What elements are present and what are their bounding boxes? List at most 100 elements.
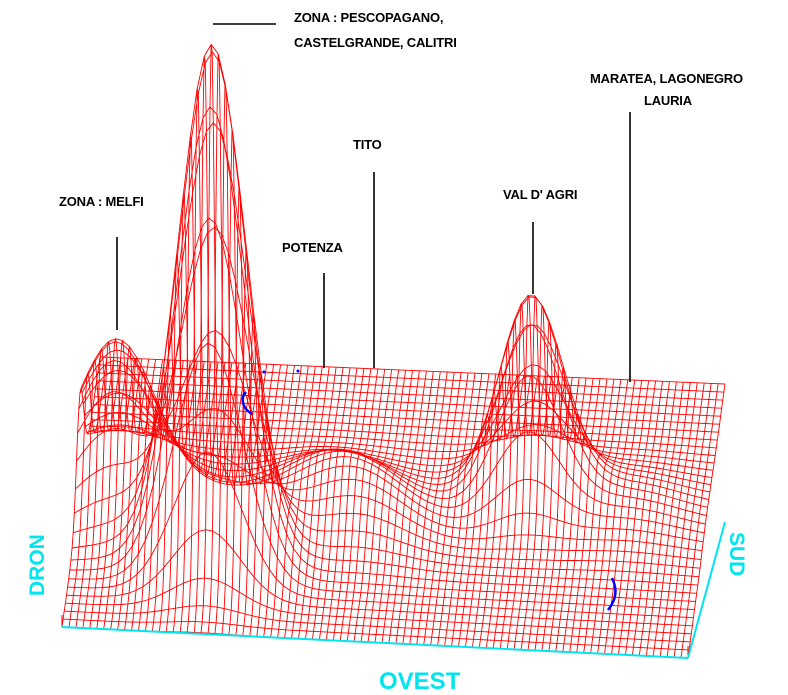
mesh-column-line (110, 345, 150, 630)
mesh-column-line (284, 366, 323, 639)
mesh-column-line (402, 371, 441, 644)
mesh-column-line (353, 369, 393, 642)
mesh-column-line (304, 367, 344, 640)
axis-label-right: SUD (725, 532, 748, 576)
mesh-column-line (527, 321, 566, 651)
mesh-column-line (138, 360, 177, 631)
mesh-column-line (562, 378, 601, 652)
label-val-dagri: VAL D' AGRI (503, 187, 577, 202)
mesh-column-line (437, 373, 476, 646)
mesh-column-line (318, 368, 358, 640)
mesh-column-line (416, 372, 455, 645)
leader-lines (116, 23, 631, 382)
mesh-column-line (409, 371, 448, 645)
mesh-column-line (89, 341, 129, 629)
mesh-column-line (534, 343, 573, 651)
label-pescopagano-line2: CASTELGRANDE, CALITRI (294, 35, 457, 50)
mesh-column-line (492, 319, 532, 649)
mesh-column-line (61, 356, 101, 628)
mesh-column-line (311, 367, 351, 640)
mesh-column-line (367, 370, 407, 643)
axis-label-bottom: OVEST (379, 668, 461, 695)
mesh-column-line (124, 359, 163, 631)
mesh-column-line (597, 380, 636, 654)
mesh-column-line (270, 365, 309, 638)
mesh-column-line (360, 369, 400, 642)
mesh-column-line (165, 255, 205, 632)
mesh-row-line (82, 295, 709, 500)
mesh-column-line (145, 360, 184, 631)
mesh-column-line (423, 372, 462, 645)
mesh-column-line (617, 380, 657, 655)
mesh-column-line (555, 378, 594, 652)
mesh-column-line (569, 378, 608, 653)
blue-marker-2 (607, 577, 617, 611)
label-maratea-line1: MARATEA, LAGONEGRO (590, 71, 743, 86)
mesh-column-line (388, 371, 427, 644)
mesh-column-line (75, 357, 115, 628)
mesh-column-line (395, 371, 434, 644)
mesh-column-line (339, 368, 379, 641)
mesh-column-line (652, 382, 691, 657)
mesh-column-line (541, 367, 580, 651)
mesh-column-line (548, 377, 587, 652)
mesh-column-line (158, 314, 198, 632)
mesh-column-line (576, 379, 615, 653)
mesh-column-line (506, 294, 545, 650)
mesh-column-line (82, 348, 122, 629)
blue-dot-1 (296, 369, 300, 373)
mesh-column-line (513, 294, 552, 650)
mesh-column-line (430, 372, 469, 646)
mesh-column-line (381, 370, 420, 643)
mesh-column-line (96, 338, 136, 629)
mesh-column-line (611, 380, 650, 655)
mesh-column-line (263, 365, 302, 637)
mesh-column-line (249, 365, 288, 636)
label-maratea-line2: LAURIA (644, 93, 693, 108)
mesh-column-line (346, 369, 386, 642)
mesh-column-line (485, 340, 525, 649)
mesh-column-line (444, 373, 483, 646)
label-pescopagano-line1: ZONA : PESCOPAGANO, (294, 10, 443, 25)
mesh-column-line (332, 368, 372, 641)
mesh-column-line (624, 381, 663, 655)
axis-label-left: DRON (26, 534, 49, 596)
mesh-row-line (73, 51, 699, 578)
red-wireframe-mesh (61, 43, 726, 659)
mesh-column-line (451, 373, 490, 647)
mesh-column-line (590, 379, 629, 654)
mesh-column-line (228, 187, 268, 635)
mesh-column-line (179, 136, 219, 632)
mesh-column-line (221, 129, 261, 634)
mesh-column-line (680, 383, 719, 658)
mesh-column-line (604, 380, 643, 654)
mesh-column-line (374, 370, 413, 643)
mesh-column-line (520, 304, 559, 650)
base-axis-right (687, 521, 726, 659)
mesh-column-line (499, 303, 538, 649)
mesh-column-line (242, 314, 282, 636)
mesh-column-line (583, 379, 622, 653)
label-melfi: ZONA : MELFI (59, 194, 144, 209)
mesh-column-line (638, 381, 677, 656)
mesh-column-line (117, 357, 157, 630)
mesh-column-line (277, 366, 316, 638)
mesh-column-line (325, 368, 365, 641)
mesh-column-line (68, 357, 108, 628)
mesh-column-line (687, 383, 726, 659)
mesh-column-line (666, 383, 705, 658)
mesh-column-line (298, 367, 337, 639)
mesh-column-line (235, 249, 275, 635)
mesh-column-line (471, 374, 511, 648)
mesh-column-line (458, 374, 497, 647)
blue-marker-1 (241, 391, 253, 416)
mesh-column-line (256, 365, 295, 637)
blue-dot-2 (262, 370, 266, 374)
mesh-column-line (631, 381, 670, 656)
label-tito: TITO (353, 137, 382, 152)
mesh-column-line (478, 365, 518, 648)
mesh-row-line (72, 43, 698, 586)
mesh-column-line (103, 340, 143, 630)
mesh-column-line (172, 194, 212, 632)
